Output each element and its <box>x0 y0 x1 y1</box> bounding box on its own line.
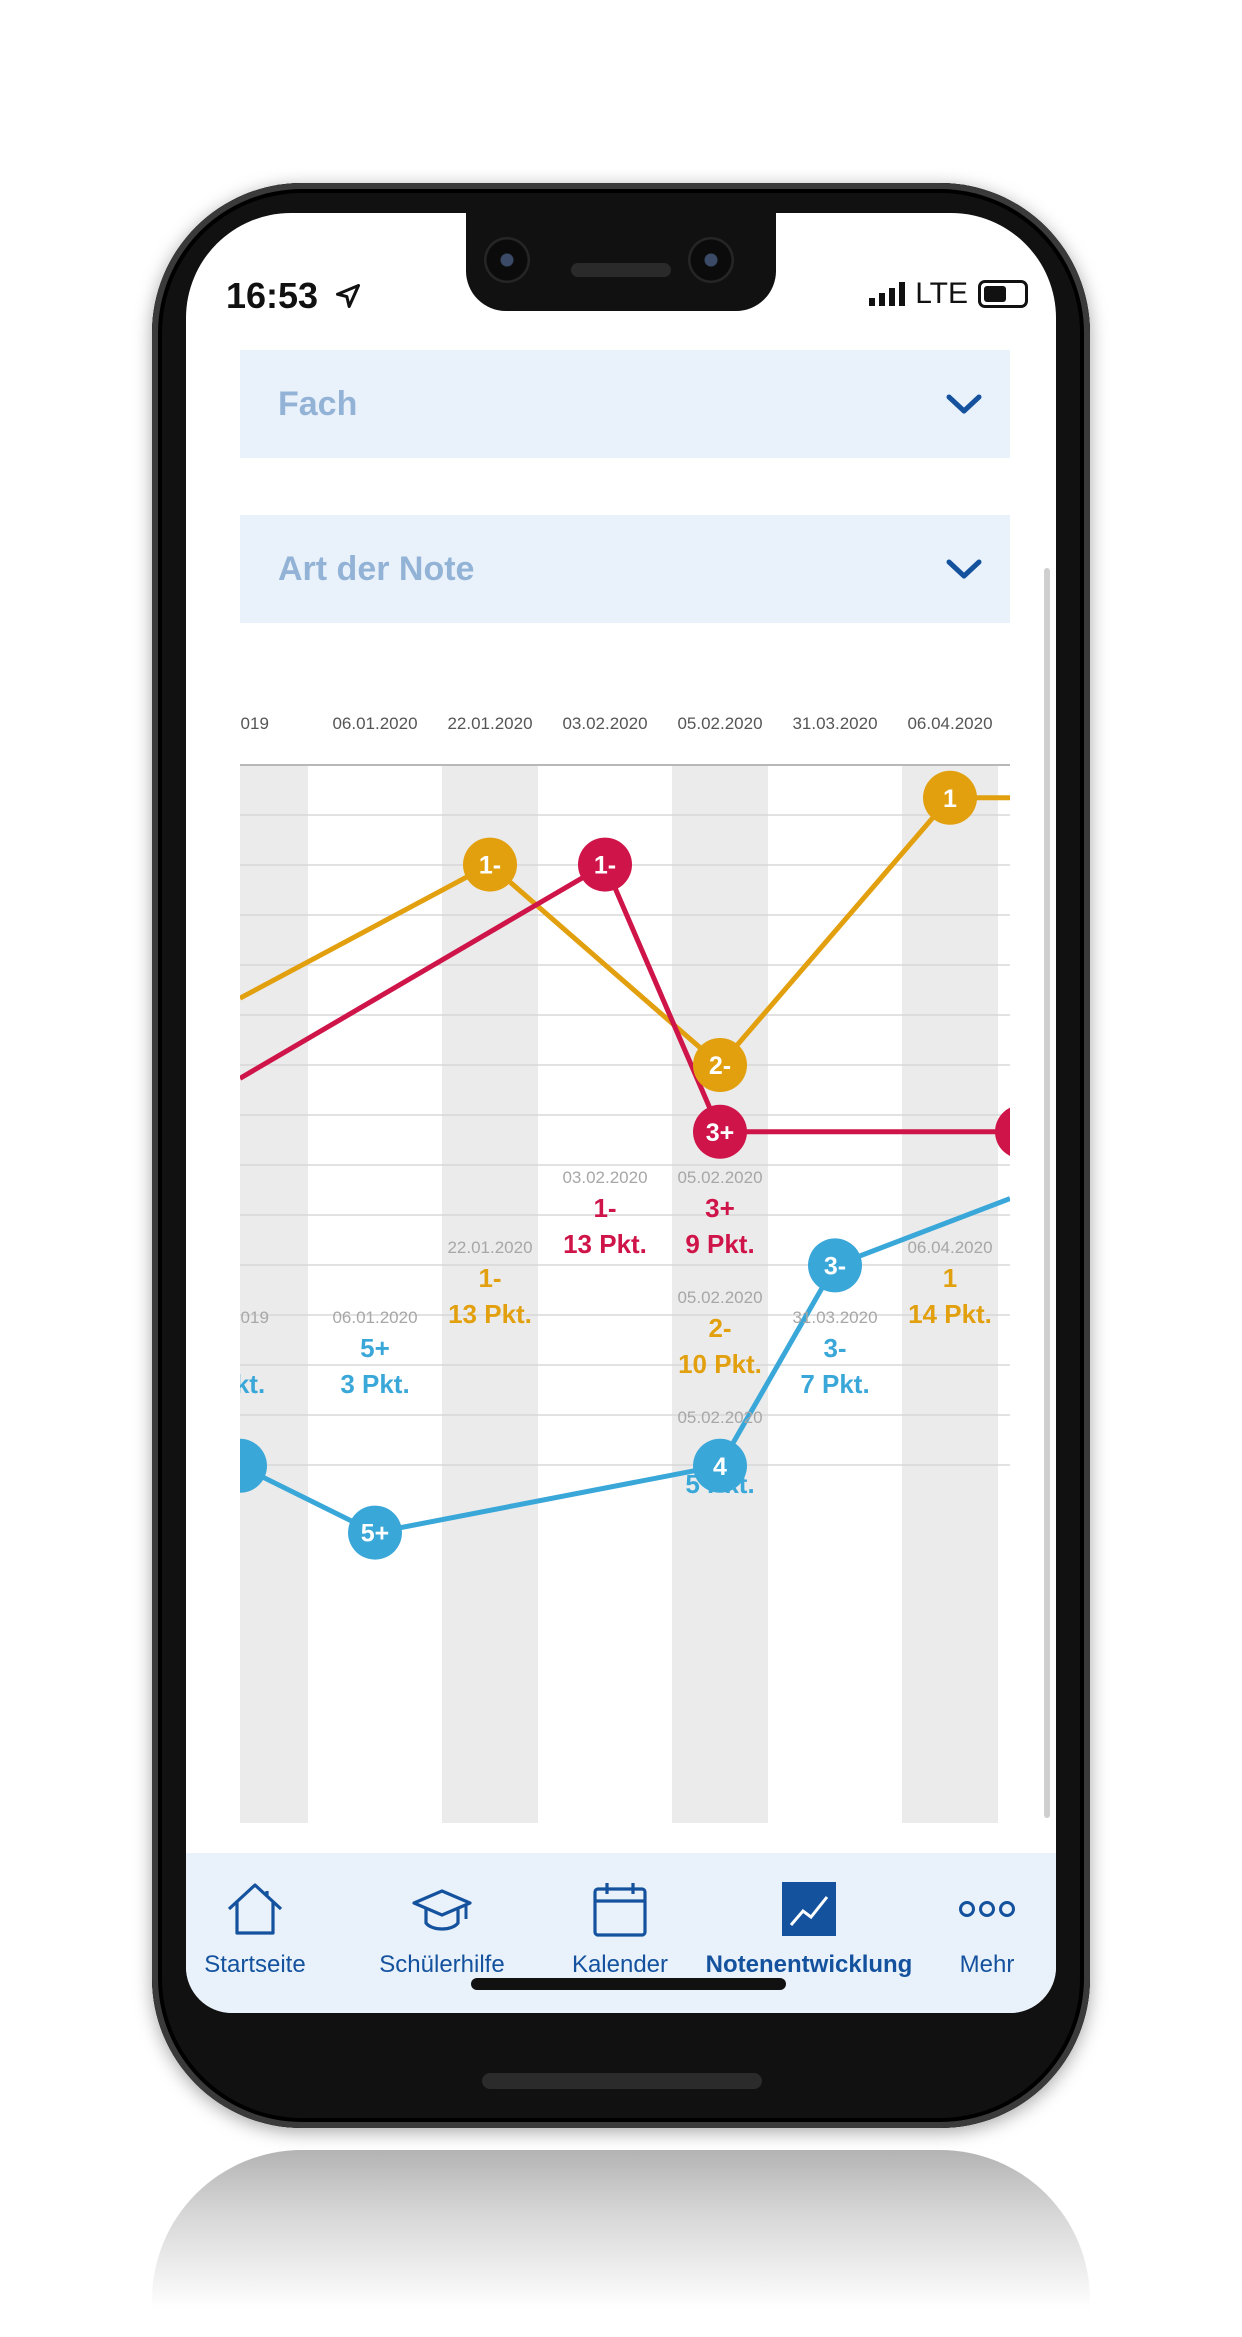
data-point <box>348 1505 402 1560</box>
data-point <box>240 1438 267 1493</box>
grade-type-dropdown-label: Art der Note <box>278 549 475 588</box>
tab-kalender[interactable]: Kalender <box>540 1879 700 1979</box>
detail-grade: 1- <box>593 1193 616 1223</box>
tab-mehr[interactable]: Mehr <box>907 1879 1056 1979</box>
detail-date: 05.02.2020 <box>677 1168 762 1187</box>
status-time-label: 16:53 <box>226 275 319 316</box>
column-stripe <box>442 765 538 1823</box>
x-tick-label: 05.02.2020 <box>677 714 762 733</box>
detail-points: 9 Pkt. <box>685 1229 754 1259</box>
status-time: 16:53 <box>226 275 362 317</box>
data-point-label: 4 <box>713 1453 727 1481</box>
x-tick-label: 06.01.2020 <box>332 714 417 733</box>
subject-dropdown[interactable]: Fach <box>240 350 1010 458</box>
phone-frame: 16:53 LTE Fach Art der Note 201906. <box>152 183 1090 2128</box>
x-tick-label: 31.03.2020 <box>792 714 877 733</box>
detail-grade: 1- <box>478 1263 501 1293</box>
detail-points: 3 Pkt. <box>340 1369 409 1399</box>
speaker-grille <box>571 263 671 277</box>
phone-chin-speaker <box>482 2073 762 2089</box>
location-arrow-icon <box>336 283 361 309</box>
camera-icon <box>484 237 530 283</box>
x-tick-label: 22.01.2020 <box>447 714 532 733</box>
detail-points: kt. <box>240 1369 265 1399</box>
data-point-label: 2- <box>709 1052 731 1080</box>
detail-points: 5 Pkt. <box>685 1469 754 1499</box>
chevron-down-icon <box>946 394 982 414</box>
series-line <box>240 862 1010 1135</box>
grade-chart-scroll[interactable]: 2019 06.01.2020 22.01.2020 03.02.2020 05.02.… <box>240 663 1010 1823</box>
x-tick-label: 06.04.2020 <box>907 714 992 733</box>
graduation-cap-icon <box>412 1889 472 1931</box>
detail-points: 13 Pkt. <box>563 1229 647 1259</box>
sensor-icon <box>688 237 734 283</box>
detail-grade: 2- <box>708 1313 731 1343</box>
tab-startseite[interactable]: Startseite <box>186 1879 335 1979</box>
app-screen: 16:53 LTE Fach Art der Note 201906. <box>186 213 1056 2013</box>
battery-icon <box>978 280 1028 308</box>
data-point <box>995 1107 1010 1156</box>
detail-date: 31.03.2020 <box>792 1308 877 1327</box>
tab-label: Schülerhilfe <box>379 1951 505 1978</box>
data-point <box>923 770 977 825</box>
plot-area: 1- 2- 1 1- 3+ 5+ 4 3- <box>240 770 1010 1560</box>
detail-date: 22.01.2020 <box>447 1238 532 1257</box>
detail-points: 10 Pkt. <box>678 1349 762 1379</box>
data-point <box>578 837 632 892</box>
tab-label: Kalender <box>571 1951 669 1978</box>
detail-grade: 3- <box>823 1333 846 1363</box>
detail-date: 03.02.2020 <box>562 1168 647 1187</box>
status-indicators: LTE <box>869 277 1028 311</box>
series-line <box>240 795 1010 1068</box>
subject-dropdown-label: Fach <box>278 384 358 423</box>
tab-notenentwicklung[interactable]: Notenentwicklung <box>706 1879 912 1979</box>
x-tick-label: 03.02.2020 <box>562 714 647 733</box>
detail-points: 13 Pkt. <box>448 1299 532 1329</box>
tab-schuelerhilfe[interactable]: Schülerhilfe <box>362 1879 522 1979</box>
tab-label: Notenentwicklung <box>705 1951 913 1978</box>
grade-development-chart: 2019 06.01.2020 22.01.2020 03.02.2020 05.02.… <box>240 714 1010 1823</box>
detail-grade: 4 <box>713 1433 728 1463</box>
data-point <box>693 1104 747 1159</box>
tab-label: Startseite <box>204 1951 306 1978</box>
tab-label: Mehr <box>959 1951 1015 1978</box>
data-point-label: 1 <box>943 785 957 813</box>
detail-points: 14 Pkt. <box>908 1299 992 1329</box>
x-tick-label: 2019 <box>240 714 269 733</box>
data-point <box>808 1238 862 1293</box>
chart-icon <box>782 1882 836 1936</box>
calendar-icon <box>593 1883 647 1937</box>
detail-grade: 5+ <box>360 1333 390 1363</box>
detail-date: 05.02.2020 <box>677 1408 762 1427</box>
more-icon <box>959 1901 1015 1917</box>
detail-points: 7 Pkt. <box>800 1369 869 1399</box>
data-point-label: 1- <box>594 852 616 880</box>
detail-date: 05.02.2020 <box>677 1288 762 1307</box>
column-stripe <box>672 765 768 1823</box>
scrollbar[interactable] <box>1044 568 1050 1818</box>
data-point-label: 3+ <box>706 1119 735 1147</box>
detail-date: 06.01.2020 <box>332 1308 417 1327</box>
signal-icon <box>869 282 906 306</box>
column-stripe <box>902 765 998 1823</box>
network-label: LTE <box>915 277 968 310</box>
data-point <box>693 1438 747 1493</box>
detail-grade: 1 <box>943 1263 957 1293</box>
data-point-label: 5+ <box>361 1520 390 1548</box>
grade-type-dropdown[interactable]: Art der Note <box>240 515 1010 623</box>
detail-grade: 3+ <box>705 1193 735 1223</box>
chevron-down-icon <box>946 559 982 579</box>
camera-notch <box>466 213 776 311</box>
column-stripe <box>240 765 308 1823</box>
home-icon <box>227 1883 283 1935</box>
data-point <box>463 837 517 892</box>
data-point-label: 3- <box>824 1252 846 1280</box>
home-indicator <box>471 1978 786 1990</box>
data-point <box>693 1038 747 1092</box>
detail-date: 2019 <box>240 1308 269 1327</box>
data-point-label: 1- <box>479 852 501 880</box>
phone-reflection <box>152 2150 1090 2310</box>
detail-date: 06.04.2020 <box>907 1238 992 1257</box>
